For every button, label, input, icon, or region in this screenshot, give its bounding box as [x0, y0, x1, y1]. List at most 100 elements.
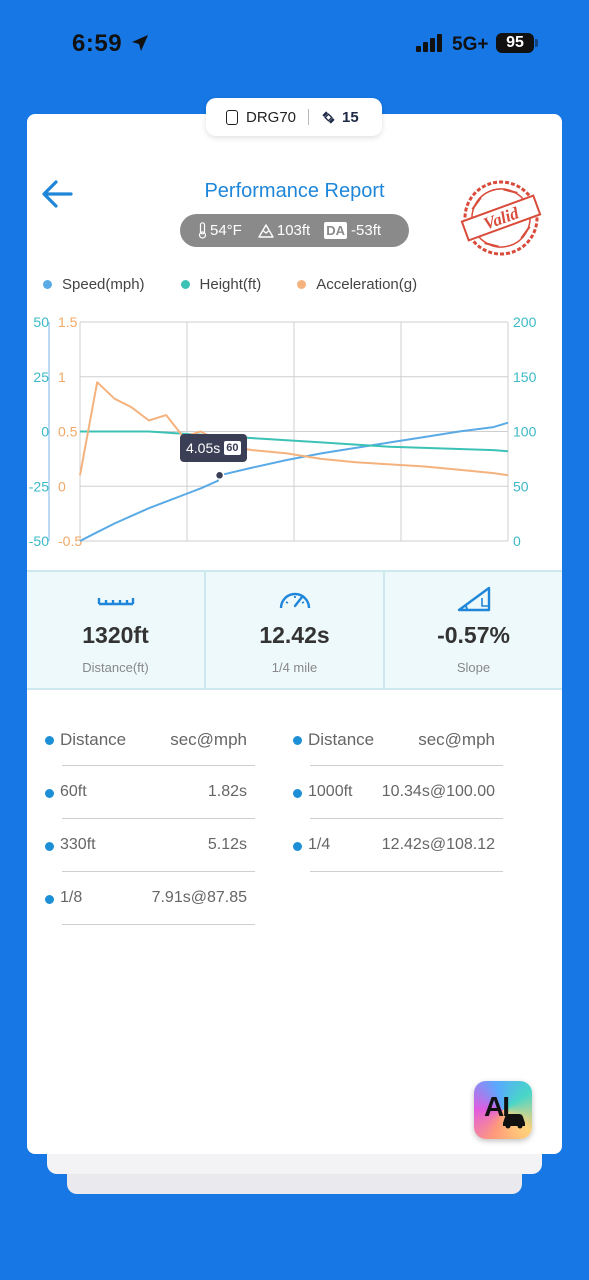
- stat-slope: -0.57% Slope: [385, 572, 562, 688]
- legend-speed[interactable]: Speed(mph): [43, 276, 145, 293]
- chart-tooltip: 4.05s 60: [180, 434, 247, 462]
- row-divider: [310, 765, 503, 766]
- tooltip-speed: 60: [224, 441, 241, 455]
- tick-label-left-inner: -0.5: [58, 533, 82, 549]
- altitude: 103ft: [242, 222, 310, 239]
- row-divider: [62, 765, 255, 766]
- row-divider: [62, 818, 255, 819]
- legend-dot-acceleration: [297, 280, 307, 289]
- bullet: [293, 842, 302, 851]
- signal-icon: [416, 34, 442, 52]
- split-value: 1.82s: [207, 783, 247, 800]
- stat-time: 12.42s 1/4 mile: [206, 572, 385, 688]
- chart-legend: Speed(mph) Height(ft) Acceleration(g): [43, 276, 453, 293]
- split-value: 10.34s@100.00: [381, 783, 495, 800]
- tick-label-right: 150: [513, 369, 537, 385]
- split-row: 330ft 5.12s: [27, 820, 255, 872]
- density-altitude: DA -53ft: [310, 222, 381, 239]
- tick-label-left-outer: 50: [33, 314, 49, 330]
- bullet: [45, 895, 54, 904]
- page-title: Performance Report: [204, 180, 385, 202]
- stat-label: Distance(ft): [82, 660, 149, 675]
- splits-header-left: Distance sec@mph: [27, 714, 255, 766]
- split-name: 1000ft: [308, 783, 353, 800]
- temperature: 54°F: [180, 222, 242, 239]
- satellite-icon: [322, 110, 335, 124]
- valid-stamp-icon: Valid: [460, 180, 542, 256]
- stat-label: 1/4 mile: [271, 660, 318, 675]
- mountain-icon: [258, 223, 274, 238]
- split-name: 330ft: [60, 836, 96, 853]
- header-value: sec@mph: [170, 730, 247, 749]
- slope-icon: [457, 586, 490, 612]
- ai-assistant-button[interactable]: AI: [474, 1081, 532, 1139]
- tick-label-right: 100: [513, 424, 537, 440]
- stat-value: -0.57%: [437, 622, 510, 648]
- device-pill[interactable]: DRG70 15: [206, 98, 382, 136]
- split-name: 1/8: [60, 889, 83, 906]
- stat-value: 1320ft: [82, 622, 149, 648]
- ai-button-background: [474, 1081, 532, 1139]
- device-name: DRG70: [246, 108, 297, 126]
- split-value: 5.12s: [207, 836, 247, 853]
- split-value: 7.91s@87.85: [151, 889, 247, 906]
- header-name: Distance: [308, 730, 375, 749]
- conditions-pill: 54°F 103ft DA -53ft: [180, 214, 409, 247]
- split-name: 60ft: [60, 783, 87, 800]
- bullet: [45, 736, 54, 745]
- tooltip-time: 4.05s: [186, 440, 221, 456]
- thermometer-icon: [198, 222, 207, 239]
- report-card: Performance Report 54°F 103ft DA -53ft V…: [27, 114, 562, 1154]
- tick-label-left-inner: 1: [58, 369, 66, 385]
- car-icon: [503, 1114, 525, 1129]
- back-arrow-icon[interactable]: [39, 178, 75, 210]
- legend-height[interactable]: Height(ft): [180, 276, 262, 293]
- row-divider: [62, 871, 255, 872]
- density-altitude-value: -53ft: [351, 222, 382, 239]
- split-value: 12.42s@108.12: [381, 836, 495, 853]
- row-divider: [62, 924, 255, 925]
- bullet: [293, 736, 302, 745]
- da-label: DA: [324, 222, 348, 239]
- altitude-value: 103ft: [276, 222, 311, 239]
- performance-chart[interactable]: 50 25 0 -25 -50 1.5 1 0.5 0 -0.5 200 150 100 50 0: [27, 304, 562, 554]
- temperature-value: 54°F: [210, 222, 242, 239]
- splits-header-right: Distance sec@mph: [275, 714, 503, 766]
- status-bar: 6:59 5G+ 95: [0, 0, 589, 90]
- tick-label-left-outer: -25: [29, 478, 49, 494]
- split-row: 1/8 7.91s@87.85: [27, 873, 255, 925]
- legend-label: Acceleration(g): [316, 276, 418, 293]
- legend-acceleration[interactable]: Acceleration(g): [297, 276, 417, 293]
- split-row: 1/4 12.42s@108.12: [275, 820, 503, 872]
- tick-label-left-outer: -50: [29, 533, 49, 549]
- split-name: 1/4: [308, 836, 331, 853]
- tick-label-left-inner: 0: [58, 478, 66, 494]
- legend-label: Height(ft): [199, 276, 262, 293]
- divider: [308, 109, 310, 125]
- tick-label-left-inner: 0.5: [58, 424, 78, 440]
- bullet: [45, 842, 54, 851]
- device-icon: [226, 109, 238, 125]
- legend-dot-speed: [43, 280, 52, 289]
- stat-value: 12.42s: [259, 622, 330, 648]
- legend-label: Speed(mph): [62, 276, 145, 293]
- row-divider: [310, 818, 503, 819]
- legend-dot-height: [180, 280, 190, 289]
- tooltip-marker: [214, 470, 225, 481]
- header-name: Distance: [60, 730, 127, 749]
- tick-label-left-outer: 0: [41, 424, 49, 440]
- tick-label-left-outer: 25: [33, 369, 49, 385]
- stat-distance: 1320ft Distance(ft): [27, 572, 206, 688]
- stats-panel: 1320ft Distance(ft) 12.42s 1/4 mile -0.5…: [27, 570, 562, 690]
- row-divider: [310, 871, 503, 872]
- stat-label: Slope: [456, 660, 491, 675]
- split-row: 60ft 1.82s: [27, 767, 255, 819]
- satellite-count: 15: [342, 108, 359, 126]
- tick-label-right: 0: [513, 533, 521, 549]
- network-type: 5G+: [452, 34, 489, 55]
- speedometer-icon: [279, 592, 310, 609]
- battery-nub: [535, 39, 538, 47]
- status-time: 6:59: [72, 30, 123, 57]
- tick-label-right: 200: [513, 314, 537, 330]
- bullet: [45, 789, 54, 798]
